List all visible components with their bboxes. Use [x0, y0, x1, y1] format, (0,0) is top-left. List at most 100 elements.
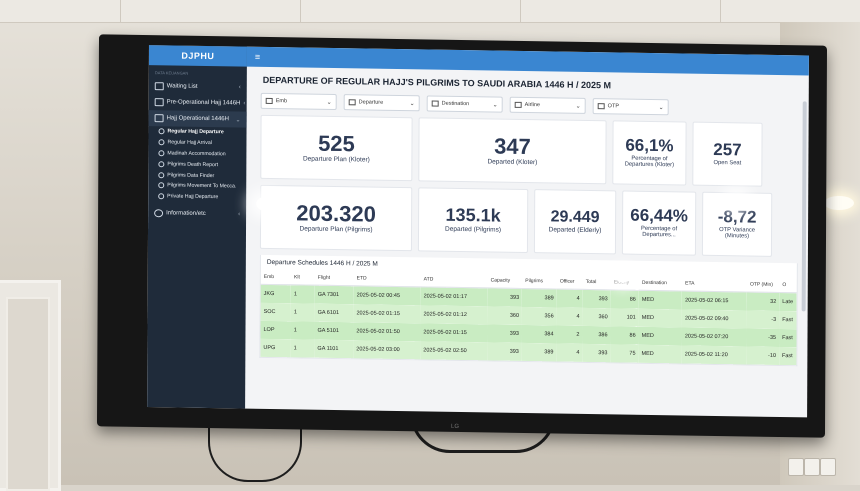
tv-brand-logo: LG: [450, 423, 460, 430]
television: DJPHU DATA KEUANGAN Waiting List ‹ Pre-O…: [96, 34, 828, 438]
wall-outlet: [788, 458, 804, 476]
kpi-card: 257 Open Seat: [692, 121, 763, 187]
table-cell: 2025-05-02 01:50: [356, 328, 400, 336]
kpi-label: Percentage of Departures...: [640, 225, 678, 239]
kpi-label: Departure Plan (Kloter): [302, 155, 370, 164]
column-header[interactable]: Klt: [290, 270, 315, 286]
table-cell: 2025-05-02 01:17: [423, 293, 468, 301]
sidebar-item-hajj-operational[interactable]: Hajj Operational 1446H ⌄: [148, 110, 247, 128]
table-cell: LOP: [263, 326, 275, 334]
sidebar: DJPHU DATA KEUANGAN Waiting List ‹ Pre-O…: [147, 45, 247, 409]
table-cell: 101: [626, 314, 636, 321]
table-cell: 2025-05-02 02:50: [423, 347, 467, 355]
folder-icon: [154, 114, 164, 123]
menu-icon[interactable]: ≡: [254, 51, 261, 62]
column-header[interactable]: ETA: [682, 276, 748, 292]
subitem-label: Regular Hajj Arrival: [167, 139, 212, 147]
kpi-label: Departed (Pilgrims): [445, 225, 502, 234]
filter-label: Destination: [441, 100, 470, 108]
table-cell: GA 1101: [317, 345, 339, 353]
subitem-label: Pilgrims Death Report: [167, 161, 219, 168]
table-cell: MED: [641, 332, 654, 340]
table-cell: 360: [598, 314, 608, 321]
filter-departure[interactable]: Departure ⌄: [343, 94, 420, 112]
filter-label: Departure: [358, 99, 384, 106]
kpi-card: 66,1% Percentage of Departures (Kloter): [612, 120, 687, 186]
kpi-card: 135.1k Departed (Pilgrims): [417, 187, 529, 254]
column-header[interactable]: ATD: [420, 272, 488, 288]
content-area: DEPARTURE OF REGULAR HAJJ'S PILGRIMS TO …: [245, 67, 809, 418]
table-cell: Late: [782, 299, 794, 306]
filter-emb[interactable]: Emb ⌄: [260, 92, 337, 111]
table-cell: 4: [576, 295, 580, 302]
table-cell: 4: [576, 313, 580, 320]
scrollbar[interactable]: [801, 101, 807, 312]
filter-icon: [514, 101, 522, 108]
filter-icon: [431, 100, 439, 107]
ceiling-light: [824, 196, 854, 210]
filter-destination[interactable]: Destination ⌄: [426, 95, 503, 113]
table-cell: SOC: [263, 308, 276, 316]
column-header[interactable]: Capacity: [487, 273, 523, 289]
kpi-value: -8,72: [717, 207, 757, 227]
table-cell: 1: [293, 345, 297, 352]
table-cell: 2025-05-02 09:40: [684, 315, 729, 323]
chevron-left-icon: ‹: [238, 211, 241, 218]
table-cell: 389: [544, 295, 554, 302]
table-cell: 2025-05-02 01:12: [423, 311, 467, 319]
kpi-value: 135.1k: [445, 205, 501, 226]
table-cell: MED: [641, 296, 655, 304]
info-icon: [154, 209, 164, 218]
chevron-down-icon: ⌄: [326, 99, 332, 106]
table-cell: 4: [576, 349, 580, 356]
column-header[interactable]: Destination: [638, 275, 683, 291]
table-cell: 2025-05-02 06:15: [685, 297, 729, 305]
column-header[interactable]: Pilgrims: [522, 273, 557, 289]
wall-outlet: [820, 458, 836, 476]
column-header[interactable]: OTP (Min): [746, 277, 780, 293]
table-cell: 360: [509, 312, 520, 319]
chevron-down-icon: ⌄: [235, 116, 241, 124]
table-cell: 393: [598, 296, 608, 303]
kpi-card: 525 Departure Plan (Kloter): [260, 114, 413, 182]
table-cell: GA 5101: [317, 327, 339, 335]
kpi-value: 29.449: [550, 208, 600, 227]
kpi-value: 347: [494, 133, 531, 160]
column-header[interactable]: Officer: [556, 274, 583, 290]
column-header[interactable]: ETD: [353, 271, 421, 287]
filter-bar: Emb ⌄ Departure ⌄ Destination ⌄ Airline ⌄ OT…: [260, 92, 799, 117]
column-header[interactable]: Emb: [260, 269, 292, 285]
table-cell: 2025-05-02 01:15: [356, 310, 400, 318]
sidebar-item-pre-operational[interactable]: Pre-Operational Hajj 1446H ‹: [149, 94, 247, 112]
sidebar-item-waiting-list[interactable]: Waiting List ‹: [149, 78, 247, 96]
sidebar-item-information[interactable]: Information/etc ‹: [148, 206, 246, 224]
circle-icon: [158, 193, 165, 200]
kpi-row-1: 525 Departure Plan (Kloter) 347 Departed…: [260, 114, 798, 187]
column-header[interactable]: O: [779, 277, 797, 293]
table-cell: UPG: [263, 344, 276, 352]
table-cell: 2025-05-02 00:45: [356, 292, 401, 300]
table-cell: 384: [544, 331, 554, 338]
chevron-left-icon: ‹: [243, 100, 246, 107]
column-header[interactable]: Flight: [314, 270, 354, 286]
table-cell: MED: [641, 314, 655, 322]
table-cell: Fast: [782, 335, 793, 342]
table-cell: 393: [598, 350, 608, 357]
brand-logo: DJPHU: [148, 45, 247, 67]
door-frame: [0, 280, 61, 491]
table-cell: 2025-05-02 07:20: [684, 333, 729, 341]
table-cell: 32: [770, 298, 777, 305]
chevron-down-icon: ⌄: [575, 103, 581, 110]
sidebar-subitem-private-hajj[interactable]: Private Hajj Departure: [148, 191, 246, 203]
filter-label: Airline: [524, 101, 541, 109]
filter-otp[interactable]: OTP ⌄: [592, 98, 669, 116]
kpi-card: -8,72 OTP Variance (Minutes): [701, 191, 773, 257]
table-cell: -35: [768, 334, 777, 341]
kpi-label: OTP Variance (Minutes): [719, 226, 756, 240]
chevron-down-icon: ⌄: [658, 104, 664, 111]
subitem-label: Pilgrims Data Finder: [167, 171, 215, 179]
circle-icon: [158, 182, 165, 189]
column-header[interactable]: Elderly: [610, 275, 639, 291]
filter-airline[interactable]: Airline ⌄: [509, 96, 586, 114]
column-header[interactable]: Total: [582, 274, 611, 290]
